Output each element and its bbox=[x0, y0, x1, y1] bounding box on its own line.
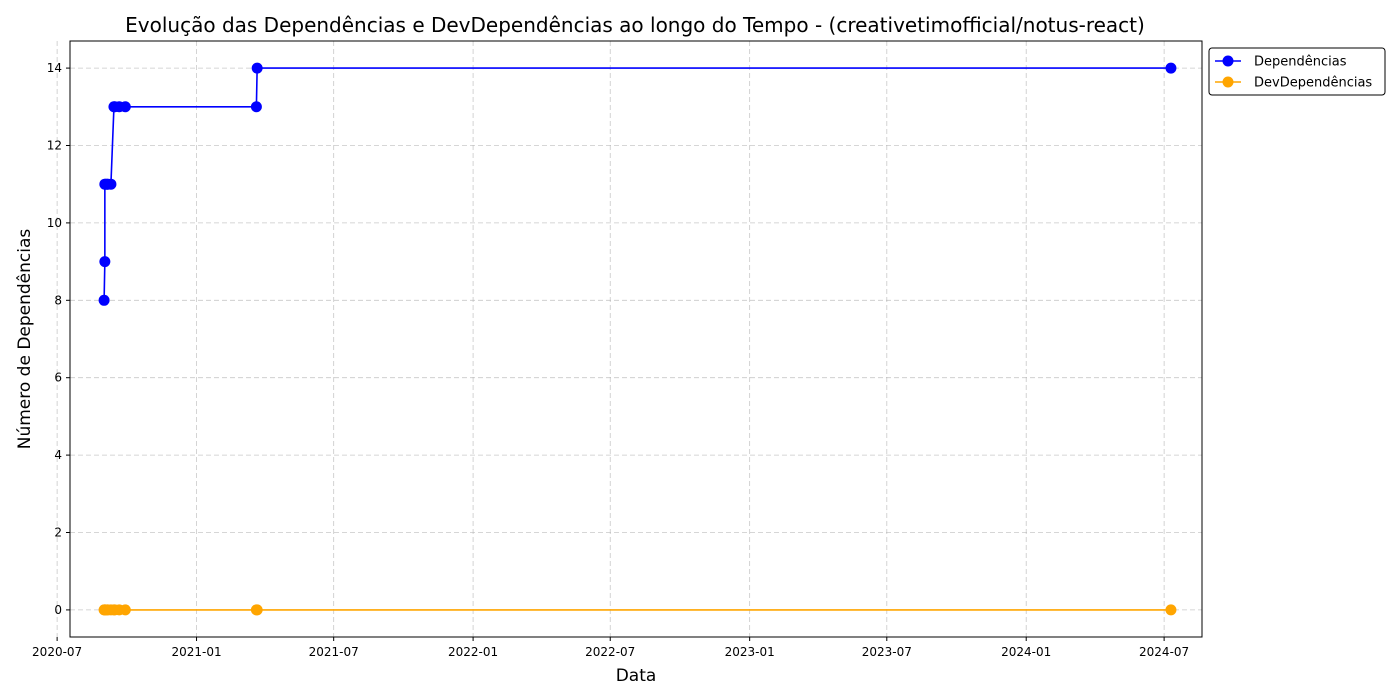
grid bbox=[56, 41, 1202, 637]
x-axis-title: Data bbox=[616, 666, 657, 686]
x-tick-label: 2024-07 bbox=[1139, 645, 1189, 659]
x-tick-label: 2021-01 bbox=[171, 645, 221, 659]
x-tick-label: 2024-01 bbox=[1001, 645, 1051, 659]
chart-title: Evolução das Dependências e DevDependênc… bbox=[125, 13, 1145, 37]
legend: Dependências DevDependências bbox=[1208, 47, 1386, 96]
y-tick-label: 6 bbox=[54, 371, 62, 385]
y-tick-label: 4 bbox=[54, 448, 62, 462]
y-tick-label: 12 bbox=[47, 138, 62, 152]
y-tick-label: 2 bbox=[54, 526, 62, 540]
x-axis-ticks: 2020-07 2021-01 2021-07 2022-01 2022-07 2023-… bbox=[32, 637, 1189, 659]
data-point-devdependencias bbox=[119, 604, 131, 616]
y-axis-title: Número de Dependências bbox=[15, 229, 35, 450]
x-tick-label: 2022-01 bbox=[448, 645, 498, 659]
x-tick-label: 2023-07 bbox=[862, 645, 912, 659]
legend-swatch-marker bbox=[1222, 55, 1234, 67]
series-line-dependencias bbox=[103, 67, 1171, 301]
series-devdependencias bbox=[98, 604, 1177, 616]
legend-entry-devdependencias: DevDependências bbox=[1215, 76, 1372, 91]
series-layer bbox=[98, 62, 1177, 616]
legend-entry-dependencias: Dependências bbox=[1215, 55, 1347, 70]
y-tick-label: 10 bbox=[47, 216, 62, 230]
data-point-devdependencias bbox=[1165, 604, 1177, 616]
data-point-devdependencias bbox=[251, 604, 263, 616]
legend-swatch-marker bbox=[1222, 76, 1234, 88]
legend-label: Dependências bbox=[1254, 55, 1347, 70]
data-point-dependencias bbox=[105, 178, 117, 190]
y-tick-label: 0 bbox=[54, 603, 62, 617]
plot-frame bbox=[69, 40, 1203, 638]
y-tick-label: 8 bbox=[54, 293, 62, 307]
data-point-dependencias bbox=[250, 101, 262, 113]
data-point-dependencias bbox=[251, 62, 263, 74]
x-tick-label: 2020-07 bbox=[32, 645, 82, 659]
x-tick-label: 2023-01 bbox=[725, 645, 775, 659]
data-point-dependencias bbox=[98, 294, 110, 306]
data-point-dependencias bbox=[1165, 62, 1177, 74]
y-axis-ticks: 0 2 4 6 8 10 12 14 bbox=[47, 61, 70, 617]
y-tick-label: 14 bbox=[47, 61, 62, 75]
data-point-dependencias bbox=[99, 256, 111, 268]
legend-label: DevDependências bbox=[1254, 76, 1372, 91]
x-tick-label: 2021-07 bbox=[309, 645, 359, 659]
legend-box bbox=[1208, 47, 1386, 96]
series-dependencias bbox=[98, 62, 1177, 306]
data-point-dependencias bbox=[119, 101, 131, 113]
x-tick-label: 2022-07 bbox=[585, 645, 635, 659]
